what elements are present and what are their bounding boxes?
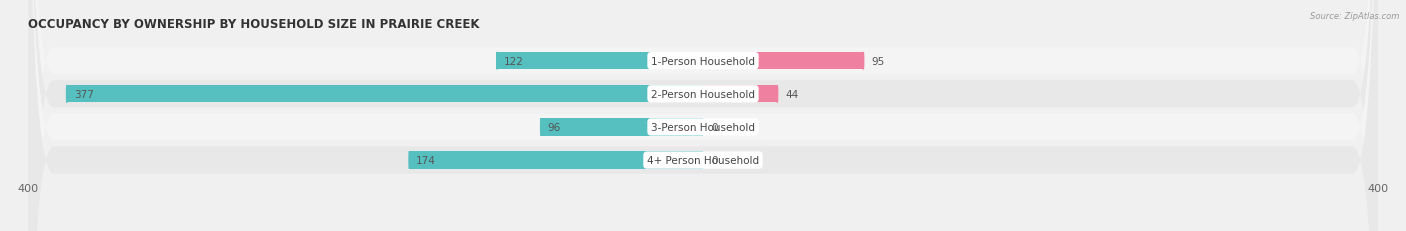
Bar bbox=[541, 119, 703, 136]
Text: 3-Person Household: 3-Person Household bbox=[651, 122, 755, 132]
FancyBboxPatch shape bbox=[28, 0, 1378, 231]
FancyBboxPatch shape bbox=[28, 0, 1378, 231]
Bar bbox=[703, 86, 778, 103]
Text: OCCUPANCY BY OWNERSHIP BY HOUSEHOLD SIZE IN PRAIRIE CREEK: OCCUPANCY BY OWNERSHIP BY HOUSEHOLD SIZE… bbox=[28, 18, 479, 30]
FancyBboxPatch shape bbox=[28, 0, 1378, 231]
Text: Source: ZipAtlas.com: Source: ZipAtlas.com bbox=[1309, 12, 1399, 21]
Text: 174: 174 bbox=[416, 155, 436, 165]
Bar bbox=[67, 86, 703, 103]
Bar bbox=[409, 152, 703, 169]
Bar bbox=[498, 53, 703, 70]
Bar bbox=[703, 53, 863, 70]
Text: 0: 0 bbox=[711, 155, 718, 165]
Text: 0: 0 bbox=[711, 122, 718, 132]
Text: 96: 96 bbox=[548, 122, 561, 132]
Text: 377: 377 bbox=[73, 89, 94, 99]
Text: 2-Person Household: 2-Person Household bbox=[651, 89, 755, 99]
FancyBboxPatch shape bbox=[28, 0, 1378, 231]
Text: 44: 44 bbox=[786, 89, 799, 99]
Text: 4+ Person Household: 4+ Person Household bbox=[647, 155, 759, 165]
Text: 1-Person Household: 1-Person Household bbox=[651, 56, 755, 66]
Text: 95: 95 bbox=[872, 56, 884, 66]
Text: 122: 122 bbox=[503, 56, 524, 66]
